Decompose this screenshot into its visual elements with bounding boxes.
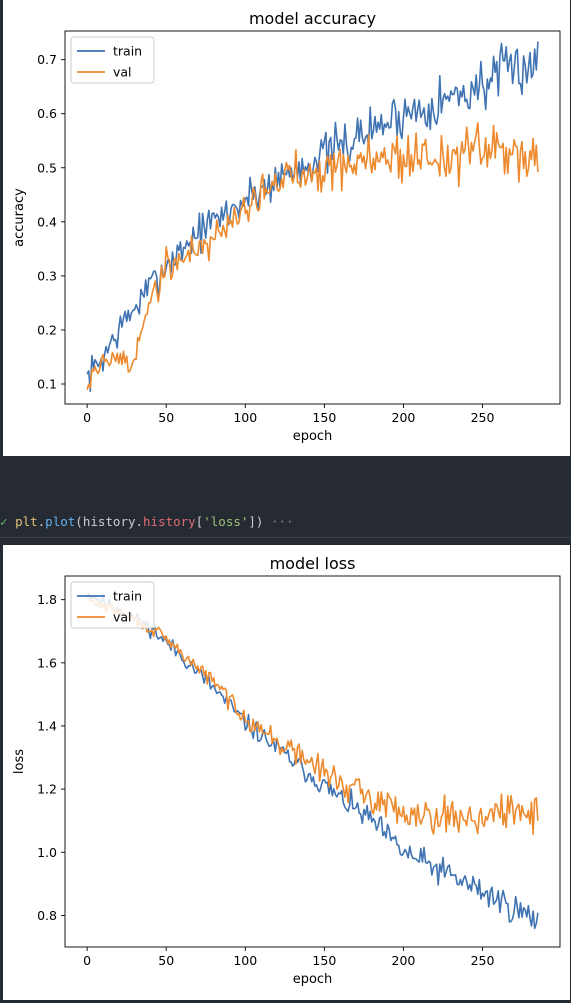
accuracy-chart-panel: model accuracy 0 50 100 150 200 250 0.1 0.2 0.3 0.… (3, 0, 570, 456)
x-tick-label: 0 (83, 410, 91, 425)
code-token: plt (15, 514, 38, 529)
code-token: plot (45, 514, 76, 529)
series-line-val (86, 122, 539, 391)
x-axis-label: epoch (293, 972, 333, 987)
code-token: ]) (248, 514, 264, 529)
y-tick-label: 0.5 (37, 160, 57, 175)
loss-chart-panel: model loss 0 50 100 150 200 250 0.8 1.0 1.2 1.4 1.6… (3, 545, 570, 1000)
series-line-val (86, 597, 539, 835)
cell-output-ellipsis[interactable]: ··· (271, 514, 294, 529)
code-token: . (37, 514, 46, 529)
y-tick-label: 0.7 (37, 52, 57, 67)
legend-label-val: val (113, 610, 132, 625)
x-axis-label: epoch (293, 429, 333, 444)
x-tick-label: 150 (312, 953, 336, 968)
code-token: 'loss' (203, 514, 249, 529)
y-tick-label: 0.1 (37, 376, 57, 391)
code-cell[interactable]: ✓ plt.plot(history.history['loss']) ··· (0, 510, 571, 534)
code-token: history (143, 514, 196, 529)
plot-frame (64, 30, 561, 405)
y-tick-label: 1.2 (37, 782, 57, 797)
y-tick-label: 1.4 (37, 718, 57, 733)
y-tick-label: 0.8 (37, 908, 57, 923)
x-tick-label: 150 (312, 410, 336, 425)
code-token: ( (75, 514, 83, 529)
legend: train val (70, 581, 155, 629)
loss-chart: model loss 0 50 100 150 200 250 0.8 1.0 1.2 1.4 1.6… (12, 554, 561, 987)
x-tick-label: 250 (471, 953, 495, 968)
code-token: history (82, 514, 136, 529)
y-tick-label: 0.6 (37, 106, 57, 121)
y-axis-label: loss (12, 749, 27, 774)
code-token: [ (195, 514, 204, 529)
chart-title: model accuracy (249, 9, 376, 28)
series-line-train (86, 592, 539, 930)
y-tick-label: 0.4 (37, 214, 57, 229)
x-tick-label: 50 (158, 410, 174, 425)
x-tick-label: 200 (392, 953, 416, 968)
x-tick-label: 100 (233, 410, 257, 425)
y-tick-label: 1.8 (37, 592, 57, 607)
cell-divider (0, 537, 571, 538)
plot-frame (64, 575, 561, 948)
legend: train val (70, 36, 155, 84)
x-tick-label: 0 (83, 953, 91, 968)
code-text: plt.plot(history.history['loss']) (15, 514, 263, 529)
accuracy-chart: model accuracy 0 50 100 150 200 250 0.1 0.2 0.3 0.… (12, 9, 561, 444)
y-tick-label: 1.6 (37, 655, 57, 670)
y-tick-label: 0.2 (37, 322, 57, 337)
code-token: . (135, 514, 144, 529)
legend-label-train: train (113, 589, 142, 604)
y-tick-label: 1.0 (37, 845, 57, 860)
y-axis-label: accuracy (12, 188, 27, 247)
legend-label-val: val (113, 65, 132, 80)
series-line-train (86, 41, 539, 393)
x-tick-label: 100 (233, 953, 257, 968)
y-tick-label: 0.3 (37, 268, 57, 283)
chart-title: model loss (270, 554, 356, 573)
cell-success-check-icon: ✓ (0, 514, 8, 529)
x-tick-label: 50 (158, 953, 174, 968)
legend-label-train: train (113, 44, 142, 59)
x-tick-label: 250 (471, 410, 495, 425)
x-tick-label: 200 (392, 410, 416, 425)
